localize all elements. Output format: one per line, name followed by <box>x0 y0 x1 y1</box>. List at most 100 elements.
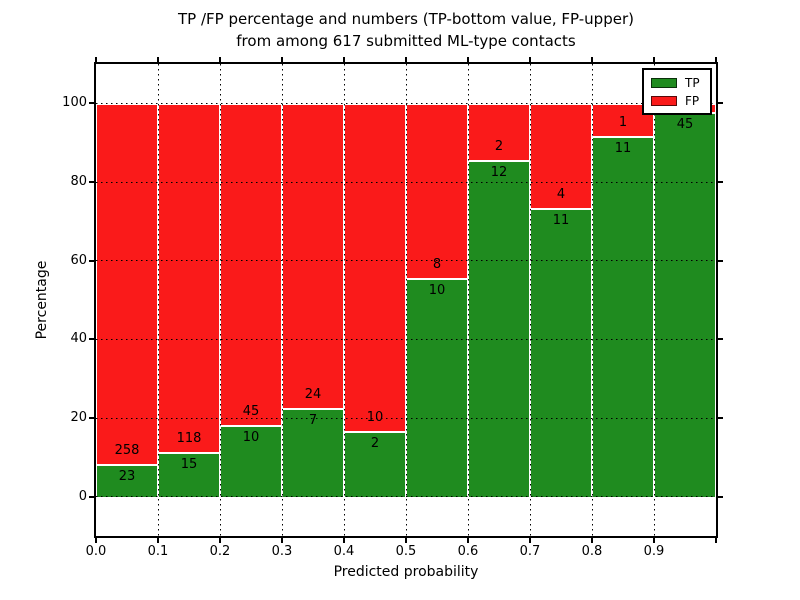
bar-segment-tp <box>345 430 405 497</box>
gridline-y <box>96 102 716 104</box>
legend-swatch-tp <box>651 78 677 88</box>
x-tick-top <box>95 57 97 62</box>
bar-segment-fp <box>159 103 219 453</box>
fp-count-label: 2 <box>494 138 504 154</box>
fp-count-label: 10 <box>366 409 384 425</box>
bar-bin-0.1-0.2: 118 15 <box>158 103 220 497</box>
tp-count-label: 2 <box>370 435 380 451</box>
x-tick-label: 0.6 <box>457 544 479 559</box>
bar-segment-fp <box>345 103 405 431</box>
bar-bin-0.0-0.1: 258 23 <box>96 103 158 497</box>
bar-bin-0.5-0.6: 8 10 <box>406 103 468 497</box>
gridline-x <box>467 64 469 536</box>
y-tick-left <box>89 417 94 419</box>
fp-count-label: 1 <box>618 114 628 130</box>
x-tick-bottom <box>95 538 97 543</box>
y-axis-label: Percentage <box>34 260 50 340</box>
bar-segment-tp <box>655 111 715 497</box>
gridline-x <box>157 64 159 536</box>
gridline-y <box>96 496 716 498</box>
plot-area: TP FP 258 23 118 15 45 10 24 7 10 2 8 10 2 12 4 11 1 11 45… <box>62 57 723 559</box>
bar-segment-tp <box>407 277 467 497</box>
bar-segment-fp <box>531 103 591 209</box>
y-tick-left <box>89 181 94 183</box>
y-tick-label: 100 <box>62 95 87 111</box>
tp-count-label: 10 <box>242 430 260 446</box>
bar-segment-tp <box>531 208 591 497</box>
x-tick-label: 0.8 <box>581 544 603 559</box>
gridline-x <box>219 64 221 536</box>
y-tick-label: 20 <box>70 410 87 425</box>
x-tick-top <box>467 57 469 62</box>
tp-count-label: 11 <box>614 140 632 156</box>
x-tick-top <box>281 57 283 62</box>
tp-count-label: 23 <box>118 469 136 485</box>
bar-segment-fp <box>221 103 281 426</box>
x-tick-label: 0.5 <box>395 544 417 559</box>
x-tick-label: 0.1 <box>147 544 169 559</box>
y-tick-right <box>718 181 723 183</box>
fp-count-label: 24 <box>304 386 322 402</box>
y-tick-right <box>718 495 723 498</box>
bar-bin-0.8-0.9: 1 11 <box>592 103 654 497</box>
legend-item-tp: TP <box>644 74 710 92</box>
bar-bin-0.9-1.0: 45 <box>654 103 716 497</box>
x-tick-bottom <box>715 538 717 543</box>
y-tick-left <box>89 102 94 105</box>
tp-count-label: 15 <box>180 457 198 473</box>
fp-count-label: 45 <box>242 404 260 420</box>
legend-label-tp: TP <box>685 76 700 90</box>
bar-segment-fp <box>407 103 467 278</box>
x-tick-bottom <box>405 538 407 543</box>
y-tick-label: 40 <box>70 331 87 347</box>
fp-count-label: 8 <box>432 256 442 272</box>
legend-swatch-fp <box>651 96 677 106</box>
x-tick-bottom <box>219 538 221 543</box>
x-tick-top <box>343 57 345 62</box>
x-tick-label: 0.7 <box>519 544 541 559</box>
legend: TP FP <box>642 68 712 115</box>
x-tick-bottom <box>591 538 593 543</box>
x-axis-label: Predicted probability <box>333 564 479 580</box>
gridline-y <box>96 417 716 419</box>
bar-segment-tp <box>221 425 281 497</box>
bar-segment-tp <box>283 407 343 497</box>
y-tick-left <box>89 338 94 341</box>
gridline-y <box>96 338 716 340</box>
legend-item-fp: FP <box>644 92 710 110</box>
bar-segment-fp <box>469 103 529 160</box>
tp-count-label: 45 <box>676 116 694 132</box>
bar-bin-0.7-0.8: 4 11 <box>530 103 592 497</box>
bar-segment-fp <box>97 103 157 465</box>
y-tick-left <box>89 495 94 498</box>
tp-count-label: 11 <box>552 213 570 229</box>
y-tick-label: 80 <box>70 174 87 189</box>
x-tick-label: 0.4 <box>333 544 355 559</box>
y-tick-right <box>718 338 723 341</box>
bar-segment-tp <box>159 452 219 497</box>
fp-count-label: 118 <box>176 431 202 447</box>
x-tick-top <box>529 57 531 62</box>
gridline-x <box>281 64 283 536</box>
y-tick-right <box>718 102 723 105</box>
x-tick-top <box>405 57 407 62</box>
bar-segment-tp <box>97 464 157 497</box>
x-tick-label: 0.0 <box>85 544 107 559</box>
x-tick-top <box>591 57 593 62</box>
y-tick-left <box>89 259 94 262</box>
chart-title-line2: from among 617 submitted ML-type contact… <box>236 32 576 50</box>
bar-segment-fp <box>283 103 343 408</box>
tp-count-label: 10 <box>428 282 446 298</box>
fp-count-label: 258 <box>114 443 140 459</box>
bar-bin-0.3-0.4: 24 7 <box>282 103 344 497</box>
x-tick-top <box>715 57 717 62</box>
y-tick-right <box>718 259 723 262</box>
x-tick-top <box>157 57 159 62</box>
x-tick-label: 0.3 <box>271 544 293 559</box>
chart-title-line1: TP /FP percentage and numbers (TP-bottom… <box>178 10 634 28</box>
tp-count-label: 7 <box>308 412 318 428</box>
x-tick-label: 0.2 <box>209 544 231 559</box>
gridline-x <box>529 64 531 536</box>
gridline-y <box>96 181 716 183</box>
fp-count-label: 4 <box>556 187 566 203</box>
